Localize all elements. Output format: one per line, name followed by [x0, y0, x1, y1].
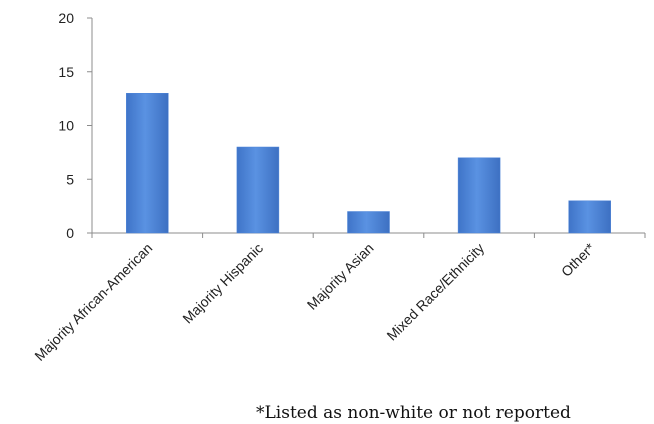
bar-0 [126, 93, 169, 234]
y-tick-label: 15 [58, 64, 74, 80]
y-tick-label: 0 [66, 225, 74, 241]
x-category-label: Mixed Race/Ethnicity [383, 240, 487, 344]
bar-4 [568, 200, 611, 234]
x-category-label: Other* [558, 239, 598, 279]
chart-bars [126, 93, 611, 234]
chart-axes: 0 5 10 15 20 [58, 10, 646, 241]
x-category-label: Majority African-American [31, 240, 155, 364]
x-category-label: Majority Asian [304, 240, 377, 313]
bar-2 [347, 211, 390, 234]
bar-1 [236, 146, 280, 234]
y-tick-label: 10 [58, 118, 74, 134]
y-tick-label: 20 [58, 10, 74, 26]
y-tick-label: 5 [66, 171, 74, 187]
x-category-label: Majority Hispanic [179, 240, 266, 327]
chart-footnote: *Listed as non-white or not reported [256, 403, 571, 423]
bar-3 [457, 157, 501, 234]
chart-labels: Majority African-American Majority Hispan… [31, 239, 598, 363]
